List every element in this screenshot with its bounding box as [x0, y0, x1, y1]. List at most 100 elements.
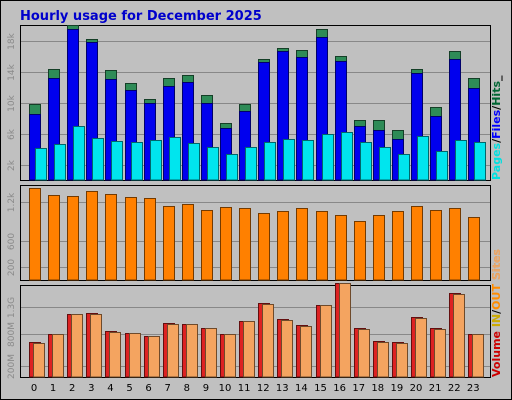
chart-panels: 2k6k10k14k18kPages/Files/Hits_2006001.2k… — [7, 25, 503, 379]
bar-pages-17 — [360, 142, 372, 181]
bar-pages-19 — [398, 154, 410, 181]
bar-out-7 — [167, 324, 179, 378]
x-tick-label-18: 18 — [371, 383, 384, 394]
series-pages — [35, 126, 486, 181]
bar-out-12 — [262, 304, 274, 378]
x-tick-label-1: 1 — [50, 383, 56, 394]
bar-sites-22 — [449, 208, 461, 281]
bar-pages-20 — [417, 136, 429, 181]
bar-sites-13 — [277, 211, 289, 281]
bar-pages-13 — [283, 139, 295, 181]
bar-out-18 — [377, 342, 389, 378]
bar-sites-10 — [220, 207, 232, 281]
y-tick-label-requests-0: 2k — [7, 159, 17, 171]
x-tick-label-3: 3 — [88, 383, 94, 394]
bar-pages-7 — [169, 137, 181, 181]
x-tick-label-21: 21 — [429, 383, 442, 394]
bar-sites-0 — [29, 188, 41, 281]
bar-pages-0 — [35, 148, 47, 181]
bar-out-8 — [186, 324, 198, 378]
bar-out-14 — [300, 326, 312, 378]
bar-sites-16 — [335, 215, 347, 281]
bar-pages-14 — [302, 140, 314, 181]
x-tick-label-8: 8 — [184, 383, 190, 394]
bar-pages-9 — [207, 147, 219, 181]
bar-sites-5 — [125, 197, 137, 281]
legend-visits: Sites — [490, 249, 503, 280]
bar-pages-18 — [379, 147, 391, 181]
bar-out-3 — [90, 314, 102, 378]
x-tick-label-7: 7 — [165, 383, 171, 394]
bar-sites-11 — [239, 208, 251, 281]
bar-sites-21 — [430, 210, 442, 281]
panel-volume: 200M 800M 1.3G Volume IN/OUT Sites — [7, 249, 503, 379]
bar-sites-23 — [468, 217, 480, 281]
bar-sites-3 — [86, 191, 98, 281]
y-tick-label-volume-0: 200M — [7, 354, 17, 379]
chart-title: Hourly usage for December 2025 — [20, 9, 262, 24]
panel-visits: 200 600 1.2k Sites — [7, 185, 503, 281]
bar-sites-8 — [182, 204, 194, 281]
legend-item-requests-5: _ — [490, 75, 503, 81]
y-tick-label-requests-1: 6k — [7, 128, 17, 140]
series-files — [29, 29, 480, 181]
bar-sites-18 — [373, 215, 385, 281]
bar-out-21 — [434, 329, 446, 378]
legend-item-volume-3: OUT — [490, 284, 503, 310]
legend-item-volume-1: IN — [490, 314, 503, 331]
bar-sites-7 — [163, 206, 175, 281]
bar-out-6 — [148, 336, 160, 378]
legend-item-visits-0: Sites — [490, 249, 503, 280]
bar-out-19 — [396, 343, 408, 378]
bar-pages-8 — [188, 143, 200, 181]
bar-pages-4 — [111, 141, 123, 181]
legend-requests: Pages/Files/Hits_ — [490, 75, 503, 180]
bar-out-22 — [453, 294, 465, 378]
legend-item-volume-0: Volume — [490, 331, 503, 377]
x-tick-label-6: 6 — [145, 383, 151, 394]
y-tick-label-visits-0: 200 — [7, 259, 17, 276]
legend-volume: Volume IN/OUT Sites — [490, 249, 503, 377]
legend-item-volume-2: / — [490, 309, 503, 314]
legend-item-requests-4: Hits — [490, 81, 503, 106]
y-tick-label-volume-2: 1.3G — [7, 297, 17, 318]
x-tick-label-11: 11 — [238, 383, 251, 394]
x-tick-label-10: 10 — [219, 383, 232, 394]
x-tick-label-13: 13 — [276, 383, 289, 394]
series-out — [33, 283, 484, 378]
bar-out-0 — [33, 343, 45, 378]
bar-pages-6 — [150, 140, 162, 181]
bar-out-13 — [281, 320, 293, 378]
bar-sites-17 — [354, 221, 366, 281]
x-tick-label-23: 23 — [467, 383, 480, 394]
series-sites — [29, 188, 480, 281]
bar-sites-20 — [411, 206, 423, 281]
bar-out-15 — [320, 305, 332, 378]
bar-pages-5 — [131, 142, 143, 181]
bar-out-5 — [129, 333, 141, 378]
bar-pages-21 — [436, 151, 448, 181]
bar-pages-11 — [245, 147, 257, 181]
y-tick-label-visits-2: 1.2k — [7, 192, 17, 212]
bar-sites-4 — [105, 194, 117, 281]
x-tick-label-5: 5 — [126, 383, 132, 394]
bar-pages-22 — [455, 140, 467, 181]
y-tick-label-requests-4: 18k — [7, 32, 17, 49]
x-tick-label-2: 2 — [69, 383, 75, 394]
bar-pages-3 — [92, 138, 104, 181]
bar-sites-12 — [258, 213, 270, 281]
bar-sites-1 — [48, 195, 60, 281]
x-tick-label-14: 14 — [295, 383, 308, 394]
bar-sites-19 — [392, 211, 404, 281]
bar-sites-14 — [296, 208, 308, 281]
bar-sites-15 — [316, 211, 328, 281]
x-tick-label-12: 12 — [257, 383, 270, 394]
bar-sites-6 — [144, 198, 156, 281]
legend-item-requests-2: Files — [490, 109, 503, 139]
x-tick-label-16: 16 — [333, 383, 346, 394]
bar-out-4 — [109, 332, 121, 378]
legend-item-requests-0: Pages — [490, 142, 503, 180]
bar-pages-23 — [474, 142, 486, 181]
